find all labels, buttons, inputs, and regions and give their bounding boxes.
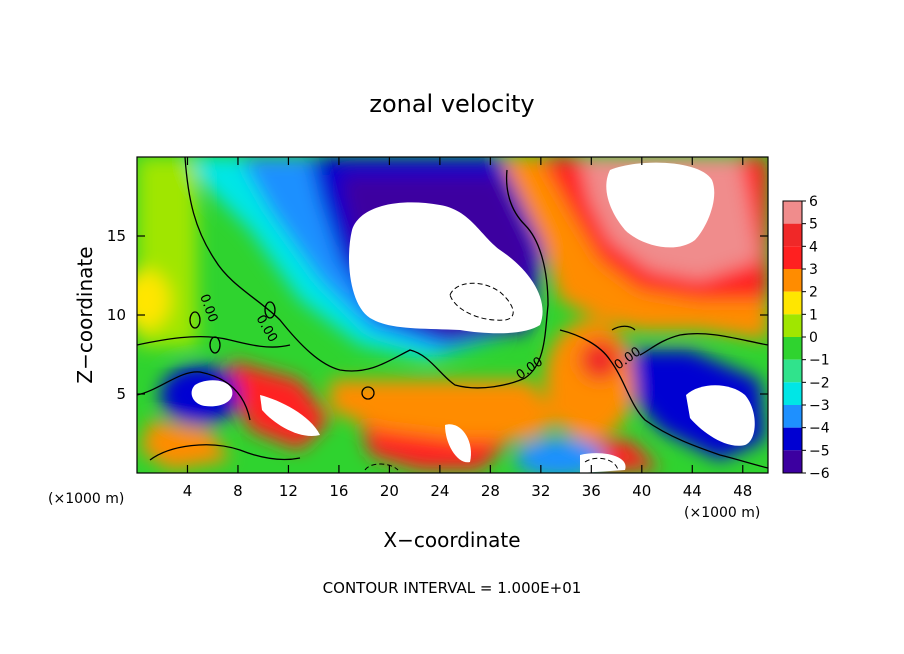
y-axis: 5 10 15: [107, 227, 768, 403]
colorbar-swatch: [783, 405, 802, 428]
x-unit-label-right: (×1000 m): [684, 505, 760, 521]
chart-title: zonal velocity: [369, 90, 534, 118]
colorbar-label: −2: [809, 375, 830, 391]
x-tick-label: 36: [582, 482, 601, 500]
colorbar-label: −1: [809, 353, 830, 369]
x-tick-label: 40: [632, 482, 651, 500]
colorbar-label: −4: [809, 421, 830, 437]
colorbar-label: 0: [809, 330, 818, 346]
x-tick-label: 44: [683, 482, 702, 500]
x-tick-label: 32: [531, 482, 550, 500]
y-axis-label: Z−coordinate: [73, 246, 97, 383]
x-tick-label: 4: [183, 482, 193, 500]
colorbar-swatch: [783, 223, 802, 247]
colorbar-swatch: [783, 337, 802, 360]
x-axis-label: X−coordinate: [383, 528, 520, 552]
colorbar-label: 3: [809, 262, 818, 278]
colorbar-swatch: [783, 382, 802, 405]
colorbar-swatch: [783, 201, 802, 224]
y-tick-label: 5: [116, 385, 126, 403]
colorbar-label: 4: [809, 239, 818, 255]
contour-interval-footer: CONTOUR INTERVAL = 1.000E+01: [323, 579, 582, 597]
colorbar-label: 6: [809, 194, 818, 210]
x-tick-label: 24: [430, 482, 449, 500]
colorbar-label: 5: [809, 217, 818, 233]
y-tick-label: 10: [107, 306, 126, 324]
x-tick-label: 28: [481, 482, 500, 500]
colorbar-label: −5: [809, 443, 830, 459]
x-unit-label-left: (×1000 m): [48, 491, 124, 507]
colorbar: 6 5 4 3 2 1 0 −1 −2 −3 −4 −5 −6: [782, 194, 830, 482]
x-tick-label: 8: [233, 482, 243, 500]
colorbar-swatch: [783, 291, 802, 315]
x-axis: 4 8 12 16 20 24 28 32 36 40 44 48: [183, 157, 752, 500]
colorbar-swatch: [783, 427, 802, 451]
x-tick-label: 48: [733, 482, 752, 500]
colorbar-label: −6: [809, 466, 830, 482]
colorbar-swatch: [783, 450, 802, 473]
colorbar-label: 1: [809, 307, 818, 323]
heatmap-field: [137, 157, 768, 473]
colorbar-label: −3: [809, 398, 830, 414]
colorbar-swatch: [783, 314, 802, 337]
colorbar-swatch: [783, 246, 802, 269]
colorbar-swatch: [783, 359, 802, 383]
x-tick-label: 12: [279, 482, 298, 500]
colorbar-swatch: [783, 269, 802, 292]
y-tick-label: 15: [107, 227, 126, 245]
colorbar-label: 2: [809, 285, 818, 301]
x-tick-label: 20: [380, 482, 399, 500]
x-tick-label: 16: [329, 482, 348, 500]
